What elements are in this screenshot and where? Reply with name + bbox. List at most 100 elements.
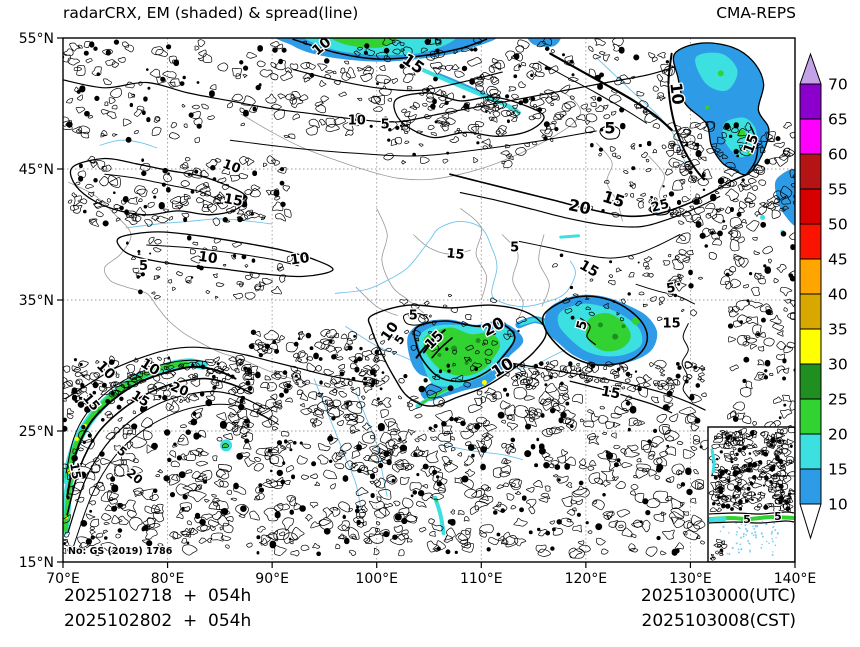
lon-tick-label: 120°E (565, 571, 608, 587)
colorbar-under-arrow (800, 504, 821, 538)
far-ne-cyan1 (695, 52, 738, 92)
contour-label: 5 (665, 280, 677, 296)
sichuan-15-d3 (431, 337, 453, 359)
ne-diag-b (538, 61, 647, 124)
colorbar-tick-label: 35 (828, 321, 848, 339)
himalaya-arc1 (66, 365, 237, 498)
footer-valid-cst: 2025103008(CST) (641, 611, 796, 631)
colorbar-tick-label: 45 (828, 251, 848, 269)
colorbar-tick-label: 30 (828, 356, 848, 374)
north-band-edge (292, 38, 488, 60)
right-edge-cyan1 (760, 214, 766, 220)
contour-label: 15 (222, 191, 244, 210)
colorbar-tick-label: 10 (828, 496, 848, 514)
east-blob-green2 (632, 316, 641, 325)
west-blob-inner (146, 244, 299, 267)
east-tibet-dots (246, 329, 383, 406)
himalaya-arc2 (66, 377, 252, 516)
footer-valid-utc: 2025103000(UTC) (640, 586, 796, 606)
sichuan-dkgreen2 (475, 338, 481, 344)
contour-label: 10 (289, 250, 311, 269)
lat-tick-label: 35°N (19, 293, 54, 309)
east-blob-5 (580, 317, 596, 346)
colorbar-tick-label: 55 (828, 181, 848, 199)
colorbar-segment (800, 399, 821, 434)
north-central-cluster (393, 92, 545, 139)
west-blob-outline (116, 231, 334, 278)
chart-title: radarCRX, EM (shaded) & spread(line) (63, 4, 359, 22)
undefined-dots (716, 519, 779, 556)
colorbar-segment (800, 119, 821, 154)
sw-dense-edge (65, 346, 376, 399)
spread-contours (63, 38, 770, 547)
contour-label: 15 (600, 383, 622, 402)
contour-label: 5 (409, 309, 418, 324)
colorbar-segment (800, 434, 821, 469)
sichuan-yellow (481, 380, 487, 386)
contour-label: 10 (197, 249, 219, 268)
colorbar-segment (800, 469, 821, 504)
himalaya-arc0 (65, 359, 213, 474)
reflectivity-shading (63, 38, 795, 536)
footer-init-cst: 2025102802 + 054h (64, 611, 252, 631)
north-15 (292, 68, 503, 92)
east-blob-outline (541, 295, 649, 366)
north-top-blue2 (527, 38, 561, 47)
east-blob-dkgreen1 (597, 322, 603, 328)
colorbar-tick-label: 60 (828, 146, 848, 164)
ne-inner-spots-dots (590, 140, 706, 213)
ne-25-cell (649, 202, 671, 216)
far-ne-green4 (705, 105, 710, 110)
colorbar-tick-label: 65 (828, 111, 848, 129)
bridge-cyan (519, 317, 549, 326)
southeast-coastal (510, 359, 706, 392)
lat-tick-label: 25°N (19, 424, 54, 440)
right-edge-blob (774, 168, 795, 226)
central-north-cluster-dots (387, 94, 548, 157)
sichuan-10 (413, 320, 516, 383)
central-north-cluster (383, 92, 560, 169)
south-west-terrain (63, 399, 376, 557)
se-dense-edge (501, 361, 706, 411)
lat-tick-label: 15°N (19, 555, 54, 571)
far-ne-green1 (717, 70, 724, 77)
sichuan-15-d1 (422, 329, 446, 354)
north-band-green (330, 38, 399, 48)
east-blob-green (585, 312, 631, 352)
colorbar-segment (800, 154, 821, 189)
colorbar-tick-label: 25 (828, 391, 848, 409)
far-ne-15 (746, 126, 759, 175)
lon-tick-label: 80°E (151, 571, 185, 587)
undefined-dots (712, 430, 793, 512)
east-plain-spots (551, 253, 703, 322)
contour-label: 5 (510, 241, 519, 256)
ne-band-15 (459, 192, 721, 228)
colorbar-tick-label: 50 (828, 216, 848, 234)
colorbar: 10 15 20 25 30 35 40 45 50 55 60 65 70 (799, 52, 848, 540)
undefined-dots (710, 548, 724, 560)
sichuan-dkgreen4 (464, 360, 469, 365)
sichuan-tail-green (418, 386, 451, 406)
contour-label: 10 (348, 114, 366, 129)
model-label: CMA-REPS (716, 4, 796, 22)
far-ne-green2 (737, 129, 746, 138)
east-blob-dkgreen3 (621, 324, 626, 329)
footer-init-utc: 2025102718 + 054h (64, 586, 252, 606)
bohai-cyan-dash (559, 234, 580, 239)
far-ne-outline (672, 42, 770, 176)
tienshan (67, 155, 292, 227)
colorbar-segment (800, 224, 821, 259)
lat-tick-label: 45°N (19, 162, 54, 178)
lon-tick-label: 110°E (460, 571, 503, 587)
ne-diag-a (549, 52, 673, 131)
colorbar-segment (800, 329, 821, 364)
contour-label: 15 (446, 246, 465, 263)
contour-label: 5 (604, 119, 615, 138)
sichuan-5 (367, 304, 547, 407)
contour-label: 10 (220, 157, 242, 177)
himalaya-arc4 (73, 403, 279, 547)
lon-tick-label: 90°E (255, 571, 289, 587)
ne-vertical-10 (667, 52, 705, 181)
